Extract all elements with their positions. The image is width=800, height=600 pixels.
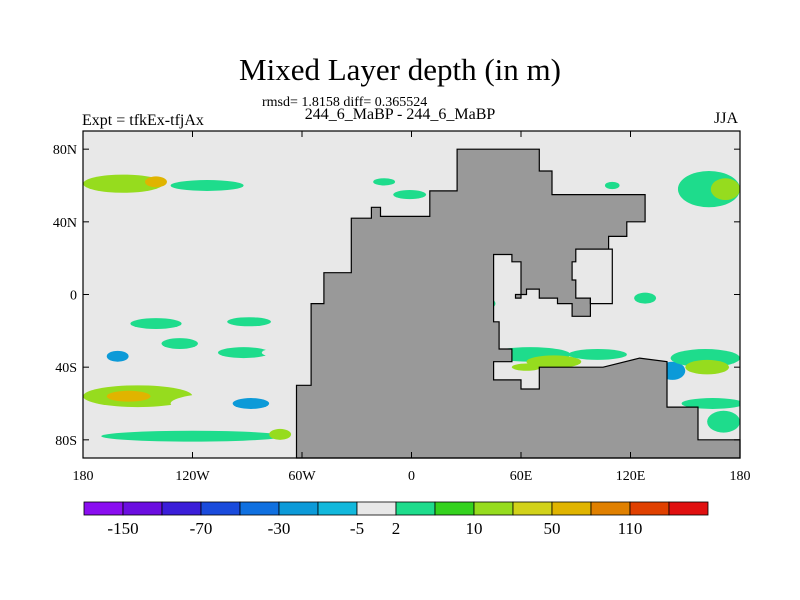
colorbar-label-3: -5 xyxy=(350,519,364,538)
anomaly-patch-5 xyxy=(604,181,620,190)
y-tick-label-2: 0 xyxy=(70,289,77,304)
colorbar-label-4: 2 xyxy=(392,519,401,538)
colorbar-box-11 xyxy=(512,501,553,516)
x-tick-label-4: 60E xyxy=(510,469,533,484)
anomaly-patch-33 xyxy=(526,355,582,369)
colorbar-boxes xyxy=(83,501,709,516)
anomaly-patch-13 xyxy=(227,317,271,327)
colorbar-box-10 xyxy=(473,501,514,516)
colorbar-box-13 xyxy=(590,501,631,516)
colorbar-box-3 xyxy=(200,501,241,516)
colorbar-box-15 xyxy=(668,501,709,516)
colorbar-label-7: 110 xyxy=(618,519,643,538)
mixed-layer-depth-map: 180 120W 60W 0 60E 120E 180 80N 40N 0 40S 80S xyxy=(53,130,751,484)
y-tick-label-4: 80S xyxy=(55,434,77,449)
colorbar-box-1 xyxy=(122,501,163,516)
anomaly-patch-41 xyxy=(681,398,740,409)
anomaly-patch-9 xyxy=(203,273,255,283)
x-tick-label-2: 60W xyxy=(288,469,316,484)
colorbar-labels: -150 -70 -30 -5 2 10 50 110 xyxy=(107,519,642,538)
y-tick-label-0: 80N xyxy=(53,143,77,158)
x-tick-label-5: 120E xyxy=(616,469,646,484)
anomaly-patch-1 xyxy=(145,176,167,188)
x-tick-label-0: 180 xyxy=(73,469,94,484)
colorbar-box-14 xyxy=(629,501,670,516)
colorbar-label-6: 50 xyxy=(544,519,561,538)
anomaly-patch-10 xyxy=(196,296,233,304)
colorbar-box-9 xyxy=(434,501,475,516)
y-tick-label-1: 40N xyxy=(53,216,77,231)
y-tick-label-3: 40S xyxy=(55,361,77,376)
colorbar-label-5: 10 xyxy=(466,519,483,538)
anomaly-patch-8 xyxy=(115,278,208,290)
anomaly-patch-30 xyxy=(677,316,711,328)
colorbar-box-12 xyxy=(551,501,592,516)
colorbar-box-2 xyxy=(161,501,202,516)
colorbar-box-8 xyxy=(395,501,436,516)
anomaly-patch-11 xyxy=(130,318,182,330)
x-tick-label-3: 0 xyxy=(408,469,415,484)
anomaly-patch-24 xyxy=(83,416,229,435)
land-layer xyxy=(295,148,741,459)
anomaly-patch-34 xyxy=(511,363,542,371)
anomaly-patch-7 xyxy=(710,178,740,201)
anomaly-patch-4 xyxy=(393,190,427,200)
anomaly-patch-23 xyxy=(232,398,270,409)
experiment-comparison-label: 244_6_MaBP - 244_6_MaBP xyxy=(304,106,496,123)
colorbar-box-4 xyxy=(239,501,280,516)
anomaly-patch-25 xyxy=(101,430,284,442)
colorbar-label-0: -150 xyxy=(107,519,138,538)
inland-basin xyxy=(571,248,613,305)
anomaly-patch-2 xyxy=(170,180,244,191)
colorbar-box-5 xyxy=(278,501,319,516)
plot-title: Mixed Layer depth (in m) xyxy=(239,52,561,87)
colorbar-box-6 xyxy=(317,501,358,516)
colorbar-label-2: -30 xyxy=(268,519,291,538)
anomaly-patch-40 xyxy=(685,359,730,375)
anomaly-patch-0 xyxy=(83,174,164,193)
axis-ticks: 180 120W 60W 0 60E 120E 180 80N 40N 0 40S 80S xyxy=(53,131,751,484)
anomaly-patch-16 xyxy=(106,350,129,362)
anomaly-patch-35 xyxy=(568,349,627,360)
anomaly-patch-26 xyxy=(269,428,292,440)
anomaly-patch-17 xyxy=(137,361,204,373)
anomaly-patch-19 xyxy=(261,349,284,357)
experiment-label: Expt = tfkEx-tfjAx xyxy=(82,112,204,129)
colorbar: -150 -70 -30 -5 2 10 50 110 xyxy=(83,501,709,538)
anomaly-patch-3 xyxy=(373,178,396,186)
anomaly-patch-18 xyxy=(218,347,270,359)
colorbar-box-7 xyxy=(356,501,397,516)
colorbar-box-0 xyxy=(83,501,124,516)
anomaly-patch-42 xyxy=(707,410,740,433)
anomaly-patch-21 xyxy=(106,390,151,402)
x-tick-label-6: 180 xyxy=(730,469,751,484)
rmsd-diff-subtitle: rmsd= 1.8158 diff= 0.365524 xyxy=(262,95,428,110)
colorbar-label-1: -70 xyxy=(190,519,213,538)
anomaly-patch-12 xyxy=(161,338,198,349)
anomaly-patch-29 xyxy=(634,292,657,304)
x-tick-label-1: 120W xyxy=(175,469,210,484)
season-label: JJA xyxy=(714,110,739,127)
land-mass xyxy=(295,148,741,459)
